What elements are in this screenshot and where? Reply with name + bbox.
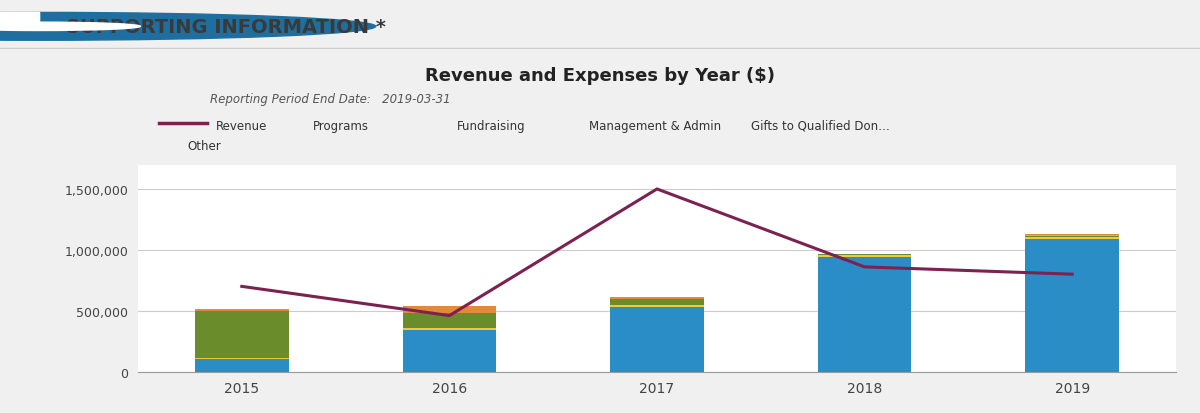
Bar	[403, 313, 496, 329]
Wedge shape	[0, 13, 40, 27]
Bar	[196, 358, 288, 360]
Bar	[818, 256, 911, 258]
Text: Revenue: Revenue	[216, 119, 268, 133]
Bar	[196, 311, 288, 358]
Bar	[1026, 238, 1118, 239]
Bar	[611, 307, 703, 372]
Text: Fundraising: Fundraising	[457, 119, 526, 133]
Bar	[611, 299, 703, 305]
Bar	[818, 254, 911, 256]
Text: Gifts to Qualified Don…: Gifts to Qualified Don…	[751, 119, 890, 133]
Bar	[1026, 237, 1118, 238]
Bar	[196, 360, 288, 372]
Bar	[403, 329, 496, 330]
Text: Other: Other	[187, 140, 221, 153]
Circle shape	[0, 13, 376, 41]
Circle shape	[0, 23, 140, 31]
Bar	[403, 306, 496, 313]
Bar	[818, 258, 911, 372]
Bar	[1026, 239, 1118, 372]
Bar	[196, 309, 288, 311]
Bar	[1026, 235, 1118, 237]
Text: SUPPORTING INFORMATION *: SUPPORTING INFORMATION *	[66, 18, 386, 37]
Bar	[611, 305, 703, 307]
Bar	[611, 298, 703, 299]
Text: Management & Admin: Management & Admin	[589, 119, 721, 133]
Text: Programs: Programs	[313, 119, 370, 133]
Text: Reporting Period End Date:   2019-03-31: Reporting Period End Date: 2019-03-31	[210, 93, 451, 105]
Bar	[403, 330, 496, 372]
Text: Revenue and Expenses by Year ($): Revenue and Expenses by Year ($)	[425, 67, 775, 85]
